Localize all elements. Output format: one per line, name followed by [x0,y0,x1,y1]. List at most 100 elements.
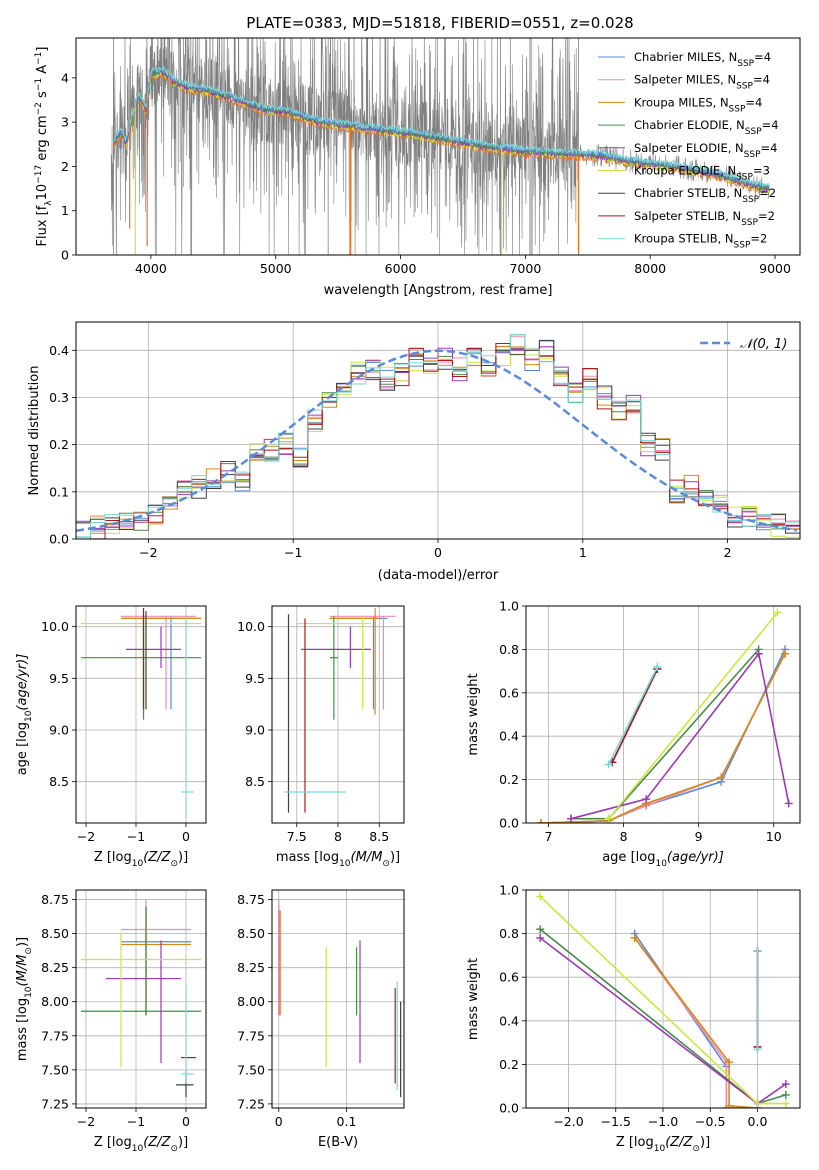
x-tick-label: 0.1 [337,1114,357,1129]
series-marker [725,1058,734,1067]
x-tick-label: −2.0 [553,1114,583,1129]
y-tick-label: 0.2 [499,1057,519,1072]
x-tick-label: −2 [77,829,95,844]
mass-weight-series-line [540,653,786,823]
x-tick-label: 0 [182,829,190,844]
y-tick-label: 7.50 [237,1062,265,1077]
y-tick-label: 8.75 [237,892,265,907]
y-tick-label: 0.2 [499,772,519,787]
y-axis-label: Normed distribution [27,366,42,496]
legend-entry-label: Chabrier STELIB, NSSP=2 [634,186,776,205]
x-tick-label: 6000 [385,261,417,276]
y-tick-label: 9.0 [49,723,69,738]
plot-area [110,38,770,255]
y-tick-label: 9.5 [245,671,265,686]
mass-vs-extinction-plot: 0 0.1 7.25 7.50 7.75 8.00 8.25 8.50 8.75 E(B-V) [237,889,405,1150]
axes-frame [75,605,207,824]
y-tick-label: 3 [61,115,69,130]
plot-area [76,322,800,539]
x-tick-label: 0 [182,1114,190,1129]
x-tick-label: −1 [127,1114,145,1129]
x-tick-label: 8 [620,829,628,844]
legend-entry-label: Kroupa STELIB, NSSP=2 [634,232,767,251]
x-axis-label: age [log10(age/yr)] [602,850,724,869]
series-marker [717,773,726,782]
y-tick-label: 0.3 [49,390,69,405]
mass-weight-series-line [611,668,659,763]
plot-area [272,606,404,823]
y-tick-label: 9.5 [49,671,69,686]
mass-weight-series-line [607,666,659,765]
y-tick-label: 8.00 [237,994,265,1009]
series-marker [536,892,545,901]
mass-weight-vs-age-plot: 7 8 9 10 0.0 0.2 0.4 0.6 0.8 1.0 age [log10(age/yr… [466,599,801,869]
series-marker [781,1090,790,1099]
series-marker [753,947,762,956]
legend-entry-label: Salpeter STELIB, NSSP=2 [634,209,775,228]
series-marker [784,799,793,808]
y-tick-label: 8.25 [41,960,69,975]
plot-area [76,890,206,1108]
series-marker [604,760,613,769]
y-tick-label: 8.00 [41,994,69,1009]
x-tick-label: 7 [545,829,553,844]
y-tick-label: 1 [61,203,69,218]
y-tick-label: 0.0 [499,816,519,831]
x-tick-label: 8.5 [369,829,389,844]
mass-weight-series-line [571,648,760,820]
age-vs-mass-plot: 7.5 8 8.5 8.5 9.0 9.5 10.0 mass [log10(M/M⊙)] [237,605,405,869]
series-marker [781,1099,790,1108]
chart-title: PLATE=0383, MJD=51818, FIBERID=0551, z=0… [246,14,633,32]
x-tick-label: −1 [284,545,302,560]
x-tick-label: 8000 [634,261,666,276]
y-tick-label: 10.0 [41,619,69,634]
series-marker [567,814,576,823]
x-tick-label: 4000 [135,261,167,276]
x-tick-label: −2 [77,1114,95,1129]
x-axis-label: Z [log10(Z/Z⊙)] [616,1135,710,1154]
y-tick-label: 4 [61,70,69,85]
legend: Chabrier MILES, NSSP=4 Salpeter MILES, NS… [598,50,779,251]
x-axis-label: wavelength [Angstrom, rest frame] [324,283,553,298]
y-tick-label: 0.4 [49,343,69,358]
legend-entry-label: Kroupa ELODIE, NSSP=3 [634,164,770,183]
y-tick-label: 8.50 [41,926,69,941]
y-tick-label: 0.8 [499,926,519,941]
mass-weight-series-line [634,937,758,1108]
axes-frame [271,889,405,1109]
y-tick-label: 8.5 [49,774,69,789]
y-tick-label: 7.50 [41,1062,69,1077]
y-axis-label: Flux [fλ10−17 erg cm−2 s−1 A−1] [34,47,54,247]
series-marker [642,795,651,804]
y-axis-label: mass [log10(M/M⊙)] [15,937,34,1061]
x-tick-label: 7000 [509,261,541,276]
series-marker [653,662,662,671]
y-tick-label: 0.1 [49,484,69,499]
y-tick-label: 1.0 [499,599,519,614]
legend-entry-label: Kroupa MILES, NSSP=4 [634,95,762,114]
series-marker [604,814,613,823]
x-tick-label: 9000 [759,261,791,276]
legend-entry-label: 𝒩(0, 1) [740,337,787,352]
y-tick-label: 0 [61,248,69,263]
y-tick-label: 8.50 [237,926,265,941]
mass-weight-series-line [607,611,779,820]
x-tick-label: 0 [275,1114,283,1129]
series-marker [630,933,639,942]
y-tick-label: 0.4 [499,1013,519,1028]
x-tick-label: −1.5 [601,1114,631,1129]
x-tick-label: 5000 [260,261,292,276]
y-tick-label: 0.6 [499,970,519,985]
series-marker [537,819,546,823]
series-marker [780,649,789,658]
y-tick-label: 0.0 [49,532,69,547]
x-axis-label: E(B-V) [318,1135,358,1150]
y-tick-label: 7.25 [237,1096,265,1111]
y-tick-label: 2 [61,159,69,174]
series-marker [781,1080,790,1089]
y-axis-label: mass weight [466,673,481,755]
axes-frame [75,37,801,256]
mass-weight-vs-metallicity-plot: −2.0 −1.5 −1.0 −0.5 0.0 0.0 0.2 0.4 0.6 0.8 1.0 Z [… [466,883,801,1154]
plot-area [526,606,800,823]
